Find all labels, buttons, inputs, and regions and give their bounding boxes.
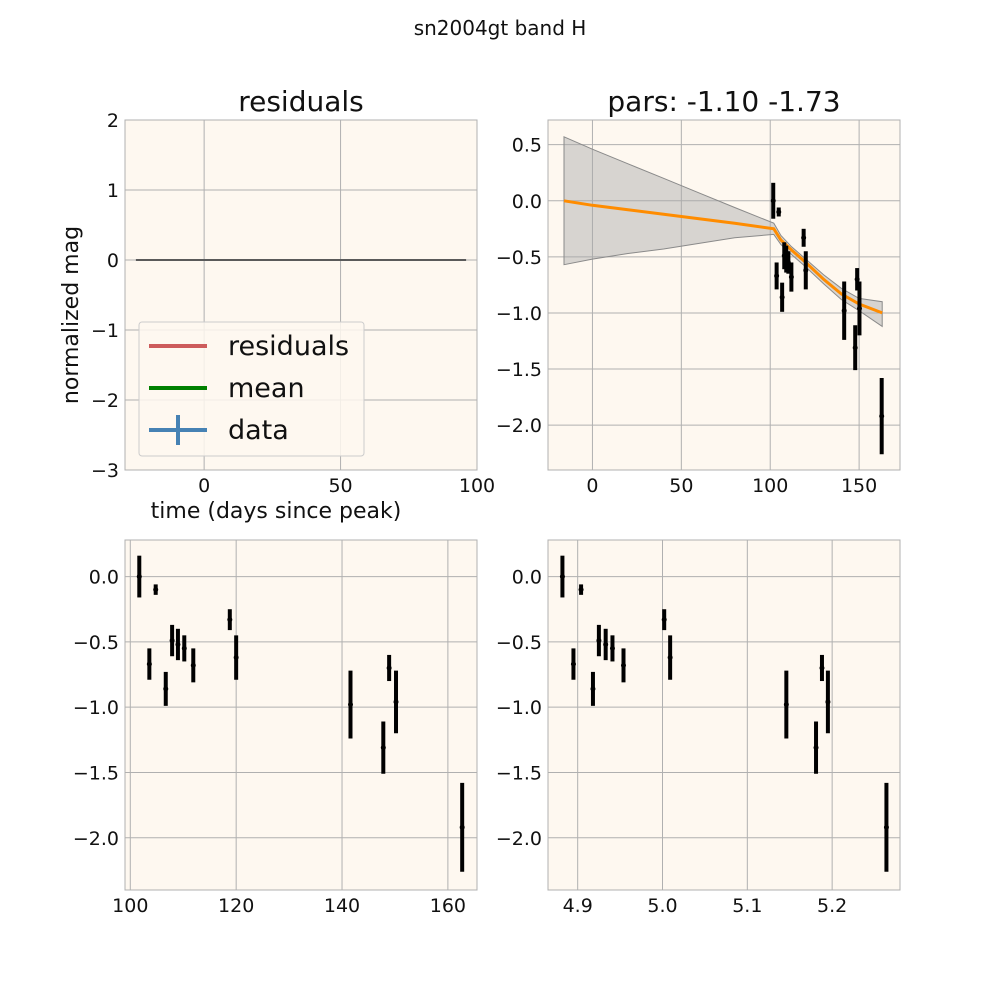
bottom-right-ytick-label: −1.5: [496, 762, 542, 784]
bottom-left-data-point: [233, 655, 239, 661]
bottom-left-ytick-label: −1.5: [73, 762, 119, 784]
bottom-right-xtick-label: 5.2: [817, 895, 847, 917]
bottom-right-xtick-label: 5.1: [732, 895, 762, 917]
top-left-ytick-label: 0: [107, 250, 119, 272]
bottom-right-ytick-label: −1.0: [496, 697, 542, 719]
bottom-left-xtick-label: 140: [324, 895, 360, 917]
bottom-left-data-point: [347, 702, 353, 708]
bottom-left-data-point: [459, 824, 465, 830]
bottom-right-data-point: [883, 824, 889, 830]
top-left-ytick-label: −2: [91, 390, 119, 412]
top-right-ytick-label: 0.5: [512, 135, 542, 157]
top-left-ytick-label: 2: [107, 110, 119, 132]
bottom-right-data-point: [813, 745, 819, 751]
top-right-title: pars: -1.10 -1.73: [607, 85, 840, 118]
top-right-data-point: [803, 267, 809, 273]
bottom-left-data-point: [190, 662, 196, 668]
top-right-xtick-label: 0: [586, 475, 598, 497]
top-right-data-point: [770, 198, 776, 204]
bottom-right-xtick-label: 4.9: [563, 895, 593, 917]
top-left-xtick-label: 0: [198, 475, 210, 497]
bottom-right-data-point: [620, 662, 626, 668]
figure-title: sn2004gt band H: [413, 16, 587, 40]
bottom-right-data-point: [825, 699, 831, 705]
top-left-ylabel: normalized mag: [59, 226, 84, 404]
top-right-data-point: [852, 345, 858, 351]
top-right-frame: [547, 119, 901, 471]
top-right-data-point: [879, 413, 885, 419]
bottom-left-data-point: [393, 699, 399, 705]
top-left-ytick-label: −3: [91, 460, 119, 482]
bottom-right-data-point: [661, 617, 667, 623]
bottom-right-data-point: [609, 645, 615, 651]
top-left-frame: [124, 119, 478, 471]
top-left-ytick-label: 1: [107, 180, 119, 202]
top-left-xtick-label: 100: [459, 475, 495, 497]
bottom-left-ytick-label: −1.0: [73, 697, 119, 719]
bottom-left-ytick-label: 0.0: [89, 567, 119, 589]
legend-box: [138, 321, 365, 457]
top-right-ytick-label: −1.0: [496, 303, 542, 325]
bottom-right-data-point: [783, 702, 789, 708]
bottom-right-ytick-label: 0.0: [512, 567, 542, 589]
top-right-data-point: [841, 308, 847, 314]
bottom-left-data-point: [136, 574, 142, 580]
bottom-right-frame: [547, 539, 901, 891]
bottom-left-plot-area: [125, 540, 477, 890]
bottom-right-data-point: [603, 641, 609, 647]
bottom-left-xtick-label: 100: [112, 895, 148, 917]
top-right-ytick-label: −1.5: [496, 359, 542, 381]
top-right-data-point: [788, 274, 794, 280]
legend-label-mean: mean: [228, 373, 305, 404]
top-left-ytick-label: −1: [91, 320, 119, 342]
bottom-right-plot-area: [548, 540, 900, 890]
top-right-xtick-label: 100: [752, 475, 788, 497]
top-left-xlabel: time (days since peak): [151, 499, 402, 524]
bottom-left-ytick-label: −2.0: [73, 828, 119, 850]
bottom-left-data-point: [227, 617, 233, 623]
top-right-data-point: [776, 209, 782, 215]
legend-label-residuals: residuals: [228, 331, 349, 362]
top-right-ytick-label: −0.5: [496, 247, 542, 269]
bottom-right-data-point: [819, 665, 825, 671]
bottom-left-ytick-label: −0.5: [73, 632, 119, 654]
bottom-right-ytick-label: −2.0: [496, 828, 542, 850]
bottom-right-data-point: [559, 574, 565, 580]
top-right-data-point: [854, 276, 860, 282]
top-right-ytick-label: −2.0: [496, 415, 542, 437]
top-right-model-line: [563, 199, 883, 315]
bottom-left-data-point: [386, 665, 392, 671]
bottom-right-data-point: [667, 655, 673, 661]
bottom-right-ytick-label: −0.5: [496, 632, 542, 654]
top-left-title: residuals: [238, 85, 364, 118]
bottom-left-frame: [124, 539, 478, 891]
top-right-data-point: [856, 305, 862, 311]
bottom-right-data-point: [596, 638, 602, 644]
bottom-left-xtick-label: 120: [218, 895, 254, 917]
legend-label-data: data: [228, 415, 289, 446]
bottom-left-xtick-label: 160: [430, 895, 466, 917]
top-right-xtick-label: 150: [841, 475, 877, 497]
top-right-data-point: [779, 294, 785, 300]
bottom-left-data-point: [181, 645, 187, 651]
bottom-right-data-point: [590, 686, 596, 692]
top-right-data-point: [801, 235, 807, 241]
top-right-xtick-label: 50: [669, 475, 693, 497]
bottom-left-data-point: [380, 745, 386, 751]
top-right-ytick-label: 0.0: [512, 191, 542, 213]
bottom-left-data-point: [169, 638, 175, 644]
bottom-left-data-point: [153, 587, 159, 593]
bottom-left-data-point: [175, 641, 181, 647]
bottom-right-data-point: [578, 587, 584, 593]
bottom-left-data-point: [163, 686, 169, 692]
top-right-data-point: [774, 273, 780, 279]
top-right-confidence-band: [563, 136, 883, 328]
bottom-right-data-point: [570, 661, 576, 667]
top-left-xtick-label: 50: [328, 475, 352, 497]
bottom-left-data-point: [146, 661, 152, 667]
bottom-right-xtick-label: 5.0: [647, 895, 677, 917]
